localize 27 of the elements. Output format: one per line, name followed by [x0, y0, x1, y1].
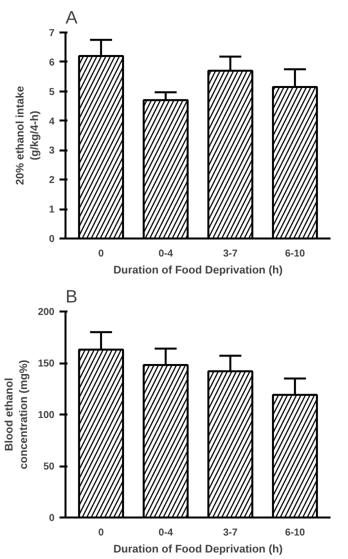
- y-tick-label: 2: [48, 175, 55, 186]
- y-tick-label: 200: [38, 307, 55, 318]
- y-tick-label: 100: [38, 410, 55, 421]
- y-tick-label: 150: [38, 358, 55, 370]
- chart-title: B: [66, 286, 78, 306]
- x-tick-label: 6-10: [284, 528, 306, 538]
- x-tick-label: 0: [98, 528, 104, 538]
- x-axis-title: Duration of Food Deprivation (h): [113, 264, 283, 276]
- y-tick-label: 7: [48, 28, 55, 39]
- y-tick-label: 4: [48, 116, 55, 128]
- x-tick-label: 0-4: [158, 248, 174, 260]
- x-tick-label: 3-7: [223, 528, 238, 538]
- y-axis-title: Blood ethanol concentration (mg%): [3, 359, 30, 470]
- x-tick-label: 6-10: [284, 248, 306, 260]
- x-tick-label: 0-4: [158, 528, 174, 538]
- chart-title: A: [66, 8, 78, 28]
- y-tick-label: 3: [48, 146, 55, 157]
- y-tick-label: 5: [48, 86, 55, 98]
- y-tick-label: 50: [43, 462, 55, 472]
- y-tick-label: 0: [48, 513, 55, 524]
- x-tick-label: 0: [98, 248, 104, 260]
- x-tick-label: 3-7: [223, 248, 238, 260]
- y-tick-label: 0: [48, 234, 55, 245]
- y-axis-title: 20% ethanol intake (g/kg/4-h): [14, 86, 41, 186]
- y-tick-label: 6: [48, 57, 55, 68]
- x-axis-title: Duration of Food Deprivation (h): [113, 544, 283, 556]
- y-tick-label: 1: [48, 204, 55, 216]
